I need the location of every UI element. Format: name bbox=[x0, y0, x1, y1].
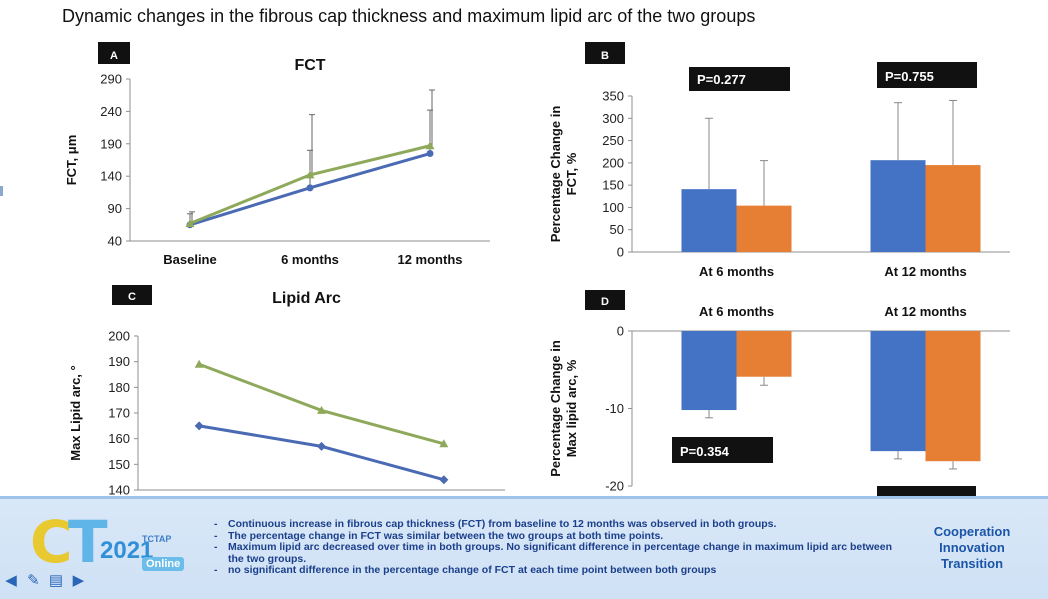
chart-title: Lipid Arc bbox=[272, 290, 341, 307]
summary-bullet: The percentage change in FCT was similar… bbox=[214, 530, 904, 543]
p-value-box bbox=[689, 67, 790, 91]
y-tick-label: 150 bbox=[108, 457, 130, 472]
y-tick-label: -20 bbox=[605, 479, 624, 494]
bar bbox=[681, 189, 737, 252]
pen-icon[interactable]: ✎ bbox=[27, 572, 40, 589]
y-tick-label: 0 bbox=[617, 324, 624, 339]
y-tick-label: 190 bbox=[100, 136, 122, 151]
y-tick-label: 200 bbox=[602, 155, 624, 170]
panel-badge-d-label: D bbox=[601, 296, 609, 308]
slides-icon[interactable]: ▤ bbox=[48, 572, 63, 589]
data-point bbox=[439, 475, 449, 485]
summary-bullet: no significant difference in the percent… bbox=[214, 564, 904, 577]
logo-letter-t: T bbox=[68, 508, 108, 576]
arrow-left-icon[interactable]: ◀ bbox=[5, 572, 17, 589]
y-tick-label: 40 bbox=[108, 234, 122, 249]
y-tick-label: 140 bbox=[100, 169, 122, 184]
panel-badge-c-box bbox=[112, 285, 152, 305]
panel-badge-a-box bbox=[98, 42, 130, 64]
p-value-box bbox=[877, 62, 977, 88]
p-value-label: P=0.354 bbox=[680, 444, 730, 459]
slide-nav-toolbar: ◀ ✎ ▤ ▶ bbox=[2, 572, 92, 594]
slogan: Cooperation Innovation Transition bbox=[924, 524, 1020, 572]
data-point bbox=[425, 141, 435, 150]
bar bbox=[870, 331, 926, 452]
panel-badge-b-label: B bbox=[601, 50, 609, 62]
logo-letter-c: C bbox=[30, 508, 73, 576]
y-tick-label: 250 bbox=[602, 133, 624, 148]
p-value-box bbox=[877, 486, 976, 496]
chart-title: FCT bbox=[294, 57, 325, 74]
data-point bbox=[439, 439, 449, 448]
y-axis-label: Percentage Change in bbox=[548, 340, 563, 477]
logo-online-badge: Online bbox=[142, 557, 185, 571]
x-tick-label: At 12 months bbox=[884, 264, 966, 279]
x-tick-label: 6 months bbox=[281, 252, 339, 267]
y-axis-label: FCT, % bbox=[564, 152, 579, 195]
data-point bbox=[317, 405, 326, 414]
edge-marker bbox=[0, 186, 3, 196]
data-point bbox=[306, 184, 314, 192]
summary-bullets: Continuous increase in fibrous cap thick… bbox=[214, 518, 904, 577]
y-axis-label: FCT, μm bbox=[64, 135, 79, 186]
slogan-line: Cooperation bbox=[933, 524, 1011, 539]
y-tick-label: 140 bbox=[108, 483, 130, 497]
bar bbox=[736, 331, 792, 377]
y-tick-label: 150 bbox=[602, 178, 624, 193]
bar bbox=[870, 160, 926, 252]
y-axis-label: Max lipid arc, % bbox=[564, 359, 579, 457]
summary-bullet: Continuous increase in fibrous cap thick… bbox=[214, 518, 904, 531]
summary-bullet: Maximum lipid arc decreased over time in… bbox=[214, 541, 904, 565]
bar bbox=[925, 165, 981, 252]
y-axis-label: Percentage Change in bbox=[548, 106, 563, 243]
y-axis-label: Max Lipid arc, ° bbox=[68, 365, 83, 461]
data-point bbox=[305, 170, 315, 179]
y-tick-label: -10 bbox=[605, 401, 624, 416]
y-tick-label: 90 bbox=[108, 201, 122, 216]
y-tick-label: 240 bbox=[100, 104, 122, 119]
bar bbox=[925, 331, 981, 462]
data-point bbox=[317, 441, 326, 451]
data-point bbox=[194, 421, 204, 431]
data-point bbox=[194, 359, 204, 368]
y-tick-label: 160 bbox=[108, 431, 130, 446]
p-value-label: P=0.788 bbox=[885, 493, 934, 496]
y-tick-label: 100 bbox=[602, 200, 624, 215]
panel-badge-a-label: A bbox=[110, 50, 118, 62]
y-tick-label: 290 bbox=[100, 72, 122, 87]
x-tick-label: At 12 months bbox=[884, 304, 966, 319]
arrow-right-icon[interactable]: ▶ bbox=[72, 572, 85, 589]
cit-logo: C T TCTAP 2021 Online bbox=[30, 508, 185, 576]
charts-canvas: A 40 90 140 190 240 290 Baseline 6 months 12 mont… bbox=[64, 42, 1010, 497]
x-tick-label: Baseline bbox=[163, 252, 216, 267]
p-value-label: P=0.755 bbox=[885, 69, 934, 84]
slide-title: Dynamic changes in the fibrous cap thick… bbox=[62, 6, 756, 26]
y-tick-label: 300 bbox=[602, 111, 624, 126]
bar bbox=[681, 331, 737, 411]
panel-badge-d-box bbox=[585, 290, 625, 310]
panel-badge-c-label: C bbox=[128, 291, 136, 303]
y-tick-label: 50 bbox=[610, 222, 624, 237]
x-tick-label: At 6 months bbox=[699, 264, 774, 279]
logo-tctap: TCTAP bbox=[142, 534, 172, 544]
footer-banner: C T TCTAP 2021 Online Continuous increas… bbox=[0, 496, 1048, 599]
x-tick-label: 12 months bbox=[397, 252, 462, 267]
slogan-line: Innovation bbox=[939, 540, 1005, 555]
footer-divider bbox=[0, 496, 1048, 499]
panel-badge-b-box bbox=[585, 42, 625, 64]
y-tick-label: 200 bbox=[108, 329, 130, 344]
data-point bbox=[426, 150, 434, 158]
p-value-box bbox=[672, 437, 773, 463]
y-tick-label: 180 bbox=[108, 380, 130, 395]
y-tick-label: 0 bbox=[617, 245, 624, 260]
y-tick-label: 190 bbox=[108, 354, 130, 369]
y-tick-label: 350 bbox=[602, 89, 624, 104]
x-tick-label: At 6 months bbox=[699, 304, 774, 319]
y-tick-label: 170 bbox=[108, 406, 130, 421]
p-value-label: P=0.277 bbox=[697, 72, 746, 87]
slogan-line: Transition bbox=[940, 556, 1004, 571]
data-point bbox=[185, 219, 195, 228]
bar bbox=[736, 205, 792, 252]
